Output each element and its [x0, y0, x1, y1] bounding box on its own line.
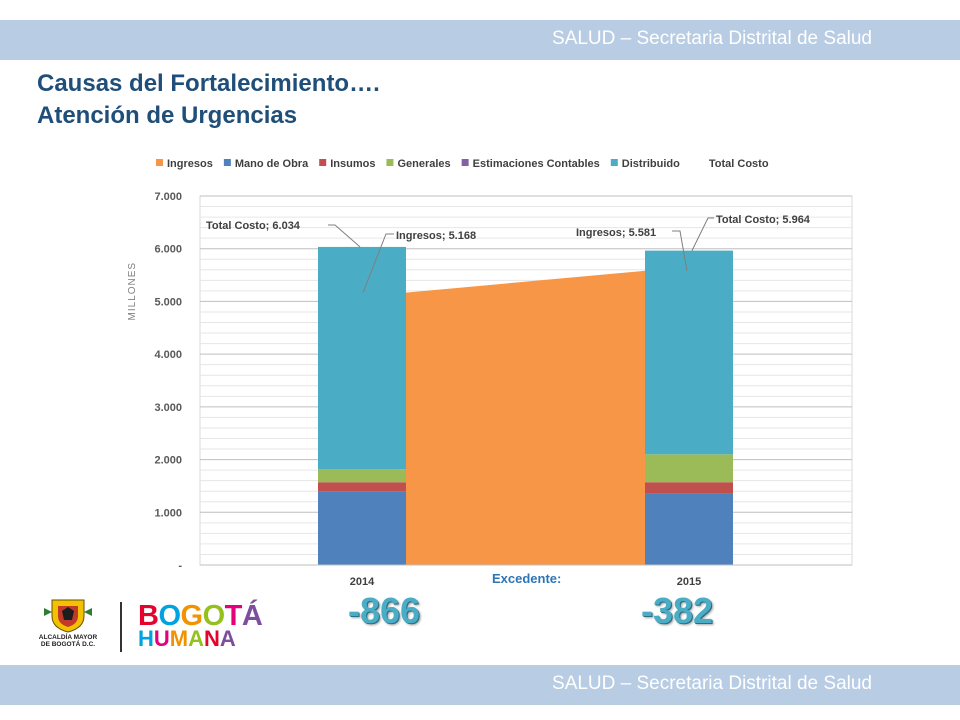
bar-generales-2015	[645, 454, 733, 483]
legend-swatch	[386, 159, 394, 166]
alcaldia-text: ALCALDÍA MAYOR DE BOGOTÁ D.C.	[38, 634, 98, 648]
y-tick-label: 5.000	[154, 296, 182, 308]
legend-label: Estimaciones Contables	[473, 158, 600, 170]
y-tick-label: -	[178, 560, 182, 572]
x-tick-label: 2014	[350, 576, 375, 588]
chart-ingresos-area	[406, 270, 645, 565]
logo-divider	[120, 602, 122, 652]
humana-letter: A	[219, 626, 236, 651]
slide-title-line2: Atención de Urgencias	[37, 102, 298, 129]
legend-swatch	[319, 159, 327, 166]
legend-swatch	[461, 159, 469, 166]
leader-line	[362, 233, 394, 293]
legend-label: Generales	[397, 158, 450, 170]
x-tick-label: 2015	[677, 576, 701, 588]
humana-letter: U	[153, 626, 170, 651]
bar-distribuido-2015	[645, 250, 733, 455]
chart-y-axis: - 1.000 2.000 3.000 4.000 5.000 6.000 7.000 MILL…	[127, 191, 182, 572]
leader-line	[672, 230, 688, 271]
bar-insumos-2015	[645, 482, 733, 494]
y-tick-label: 1.000	[154, 507, 182, 519]
bogota-letter: O	[158, 600, 181, 632]
bar-mano-de-obra-2014	[318, 491, 406, 565]
header-band: SALUD – Secretaria Distrital de Salud	[0, 20, 960, 60]
bar-insumos-2014	[318, 482, 406, 492]
annotation-total-costo-2014: Total Costo; 6.034	[206, 220, 301, 232]
excedente-label: Excedente:	[492, 571, 562, 586]
legend-label: Distribuido	[622, 158, 680, 170]
cost-chart: - 1.000 2.000 3.000 4.000 5.000 6.000 7.000 MILL…	[127, 158, 853, 588]
annotation-ingresos-2014: Ingresos; 5.168	[396, 230, 476, 242]
bogota-letter: O	[202, 600, 226, 632]
header-text: SALUD – Secretaria Distrital de Salud	[552, 28, 872, 49]
chart-annotations: Total Costo; 6.034 Ingresos; 5.168 Ingreso…	[206, 214, 811, 293]
footer-text: SALUD – Secretaria Distrital de Salud	[552, 673, 872, 694]
excedente-value-2014: -866	[348, 590, 421, 631]
alcaldia-crest-icon	[44, 599, 92, 633]
leader-line	[691, 217, 714, 251]
chart-bars	[318, 246, 733, 565]
y-tick-label: 7.000	[154, 191, 182, 203]
humana-letter: H	[138, 626, 154, 651]
y-axis-label: MILLONES	[127, 262, 138, 321]
legend-label: Ingresos	[167, 158, 213, 170]
legend-label: Insumos	[330, 158, 375, 170]
y-tick-label: 3.000	[154, 402, 182, 414]
annotation-total-costo-2015: Total Costo; 5.964	[716, 214, 811, 226]
humana-letter: A	[188, 626, 204, 651]
chart-legend: Ingresos Mano de Obra Insumos Generales Esti…	[156, 158, 769, 170]
bar-generales-2014	[318, 469, 406, 483]
legend-swatch	[610, 159, 618, 166]
y-tick-label: 4.000	[154, 349, 182, 361]
ingresos-area	[406, 270, 645, 565]
excedente-value-2015: -382	[641, 590, 714, 631]
logos: ALCALDÍA MAYOR DE BOGOTÁ D.C. BOGOTÁ HUM…	[38, 598, 263, 658]
bogota-letter: G	[180, 600, 204, 632]
chart-x-axis: 2014 2015	[200, 564, 852, 588]
humana-letter: N	[204, 626, 220, 651]
legend-label: Total Costo	[709, 158, 769, 170]
legend-swatch	[223, 159, 231, 166]
legend-swatch	[156, 159, 163, 166]
slide-title: Causas del Fortalecimiento…. Atención de…	[37, 68, 380, 132]
y-tick-label: 2.000	[154, 455, 182, 467]
bogota-letter: B	[138, 600, 159, 632]
humana-letter: M	[169, 626, 189, 651]
footer-band: SALUD – Secretaria Distrital de Salud	[0, 665, 960, 705]
bar-mano-de-obra-2015	[645, 493, 733, 565]
legend-label: Mano de Obra	[235, 158, 309, 170]
slide-title-line1: Causas del Fortalecimiento….	[37, 70, 380, 97]
y-tick-label: 6.000	[154, 244, 182, 256]
bogota-letter: T	[224, 600, 243, 632]
bogota-logo: BOGOTÁ	[138, 600, 263, 632]
leader-line	[328, 224, 361, 248]
humana-logo: HUMANA	[138, 628, 236, 650]
bar-distribuido-2014	[318, 246, 406, 470]
bogota-letter: Á	[241, 600, 263, 632]
annotation-ingresos-2015: Ingresos; 5.581	[576, 227, 656, 239]
